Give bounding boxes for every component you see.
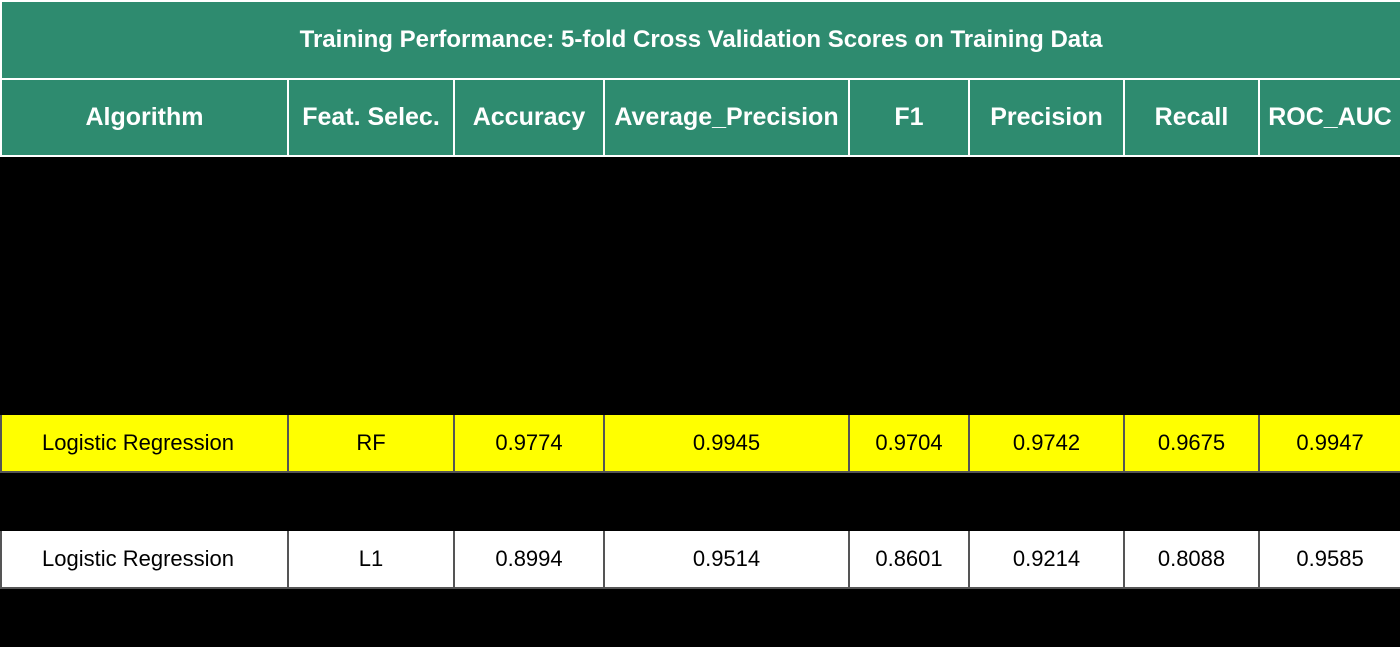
- table-cell: [1123, 155, 1260, 215]
- column-header-roc-auc: ROC_AUC: [1257, 78, 1400, 157]
- table-cell: [1257, 471, 1400, 531]
- table-cell: Logistic Regression: [0, 529, 289, 589]
- column-header-recall: Recall: [1123, 78, 1260, 157]
- column-header-precision: Precision: [968, 78, 1125, 157]
- table-cell: [968, 471, 1125, 531]
- table-cell: [603, 329, 850, 415]
- table-cell: [968, 155, 1125, 215]
- table-cell: [453, 155, 605, 215]
- table-title: Training Performance: 5-fold Cross Valid…: [0, 0, 1400, 80]
- table-cell: [603, 471, 850, 531]
- table-row: [0, 329, 1400, 415]
- table-cell: RF: [287, 413, 455, 473]
- table-cell: [0, 271, 289, 331]
- table-row: [0, 471, 1400, 531]
- table-cell: [603, 271, 850, 331]
- table-row: [0, 271, 1400, 331]
- table-cell: 0.8994: [453, 529, 605, 589]
- column-header-feat-selec: Feat. Selec.: [287, 78, 455, 157]
- table-cell: 0.9214: [968, 529, 1125, 589]
- table-cell: [453, 587, 605, 647]
- table-cell: [1123, 587, 1260, 647]
- table-cell: [603, 213, 850, 273]
- table-cell: [968, 329, 1125, 415]
- table-cell: 0.9742: [968, 413, 1125, 473]
- table-cell: [848, 271, 970, 331]
- table-cell: [453, 271, 605, 331]
- table-cell: [848, 329, 970, 415]
- table-cell: L1: [287, 529, 455, 589]
- table-cell: [0, 213, 289, 273]
- column-header-accuracy: Accuracy: [453, 78, 605, 157]
- table-cell: 0.9514: [603, 529, 850, 589]
- table-cell: [1257, 329, 1400, 415]
- table-cell: Logistic Regression: [0, 413, 289, 473]
- table-cell: [968, 271, 1125, 331]
- table-cell: [287, 587, 455, 647]
- table-cell: [287, 155, 455, 215]
- table-cell: [453, 329, 605, 415]
- table-row: [0, 587, 1400, 647]
- table-cell: [1123, 213, 1260, 273]
- table-cell: [1257, 213, 1400, 273]
- table-cell: [848, 213, 970, 273]
- table-cell: [848, 471, 970, 531]
- table-cell: [287, 329, 455, 415]
- table-cell: [1123, 329, 1260, 415]
- table-cell: 0.8088: [1123, 529, 1260, 589]
- table-cell: 0.9675: [1123, 413, 1260, 473]
- title-row: Training Performance: 5-fold Cross Valid…: [0, 0, 1400, 80]
- table-cell: [1123, 271, 1260, 331]
- table-cell: [453, 471, 605, 531]
- table-cell: 0.9585: [1257, 529, 1400, 589]
- table-cell: [0, 471, 289, 531]
- table-cell: [0, 155, 289, 215]
- table-cell: 0.9774: [453, 413, 605, 473]
- column-header-average-precision: Average_Precision: [603, 78, 850, 157]
- table-cell: 0.8601: [848, 529, 970, 589]
- table-cell: [603, 587, 850, 647]
- header-row: Algorithm Feat. Selec. Accuracy Average_Pre…: [0, 78, 1400, 157]
- table-cell: [453, 213, 605, 273]
- table-body: Logistic Regression RF 0.9774 0.9945 0.9704 0…: [0, 155, 1400, 647]
- table-cell: [287, 271, 455, 331]
- table-cell: 0.9704: [848, 413, 970, 473]
- table-row: Logistic Regression L1 0.8994 0.9514 0.8601 0…: [0, 529, 1400, 589]
- table-cell: [1123, 471, 1260, 531]
- table-row: [0, 155, 1400, 215]
- table-cell: [603, 155, 850, 215]
- table-cell: [1257, 587, 1400, 647]
- table-cell: [848, 155, 970, 215]
- table-cell: 0.9947: [1257, 413, 1400, 473]
- table-cell: [968, 587, 1125, 647]
- column-header-algorithm: Algorithm: [0, 78, 289, 157]
- table-cell: [848, 587, 970, 647]
- table-cell: [968, 213, 1125, 273]
- table-cell: [0, 587, 289, 647]
- column-header-f1: F1: [848, 78, 970, 157]
- table-cell: [287, 471, 455, 531]
- table-cell: [1257, 271, 1400, 331]
- table-cell: [1257, 155, 1400, 215]
- table-cell: [287, 213, 455, 273]
- table-cell: 0.9945: [603, 413, 850, 473]
- table-row: [0, 213, 1400, 273]
- table-cell: [0, 329, 289, 415]
- table-row: Logistic Regression RF 0.9774 0.9945 0.9704 0…: [0, 413, 1400, 473]
